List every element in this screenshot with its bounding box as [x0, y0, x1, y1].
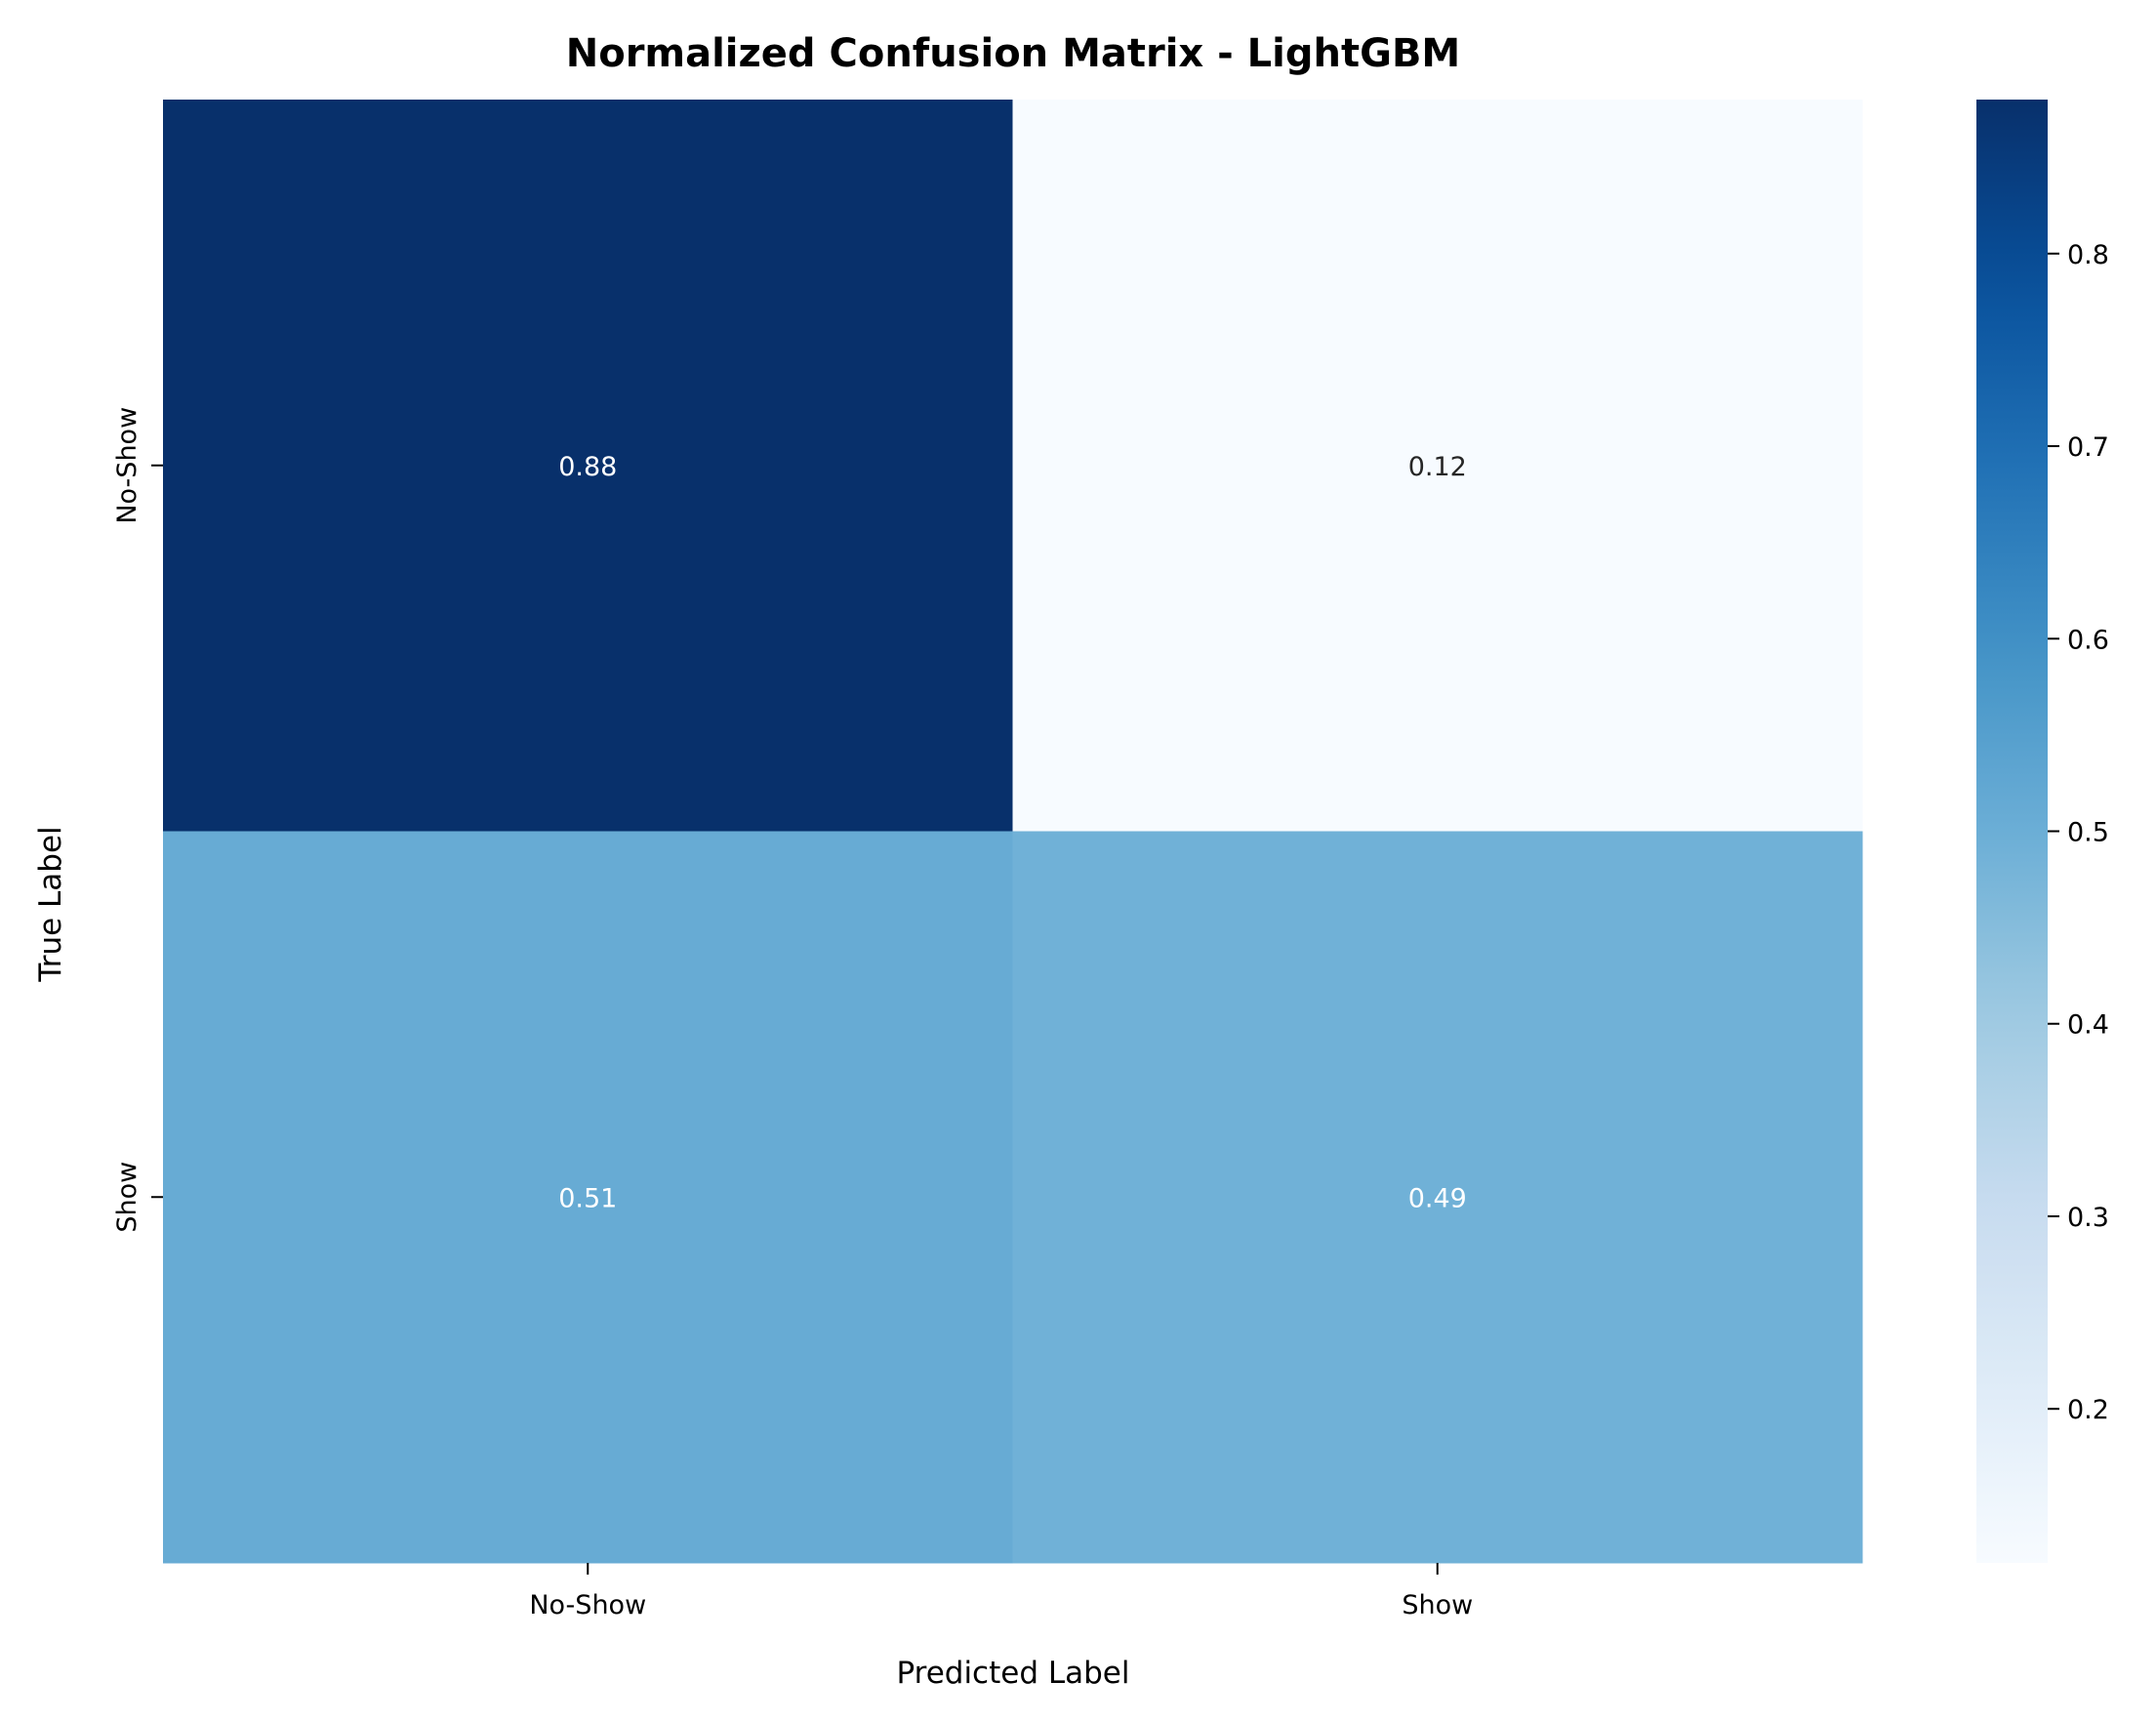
- y-axis-ticks: No-Show Show: [112, 407, 163, 1233]
- y-axis-label: True Label: [33, 826, 68, 982]
- cell-value-label: 0.49: [1408, 1183, 1467, 1213]
- x-axis-label: Predicted Label: [896, 1656, 1129, 1691]
- heatmap-cell: [163, 831, 1013, 1564]
- heatmap-cell: [1012, 831, 1863, 1564]
- colorbar-tick-label: 0.5: [2067, 818, 2109, 848]
- y-tick-label: Show: [112, 1162, 142, 1233]
- x-tick-label: No-Show: [529, 1590, 646, 1620]
- cell-value-label: 0.51: [558, 1183, 617, 1213]
- colorbar-tick-label: 0.6: [2067, 625, 2109, 655]
- heatmap-cell: [163, 100, 1013, 832]
- colorbar-tick-label: 0.3: [2067, 1203, 2109, 1233]
- colorbar-tick-label: 0.4: [2067, 1010, 2109, 1041]
- cell-value-label: 0.12: [1408, 452, 1467, 482]
- y-tick-label: No-Show: [112, 407, 142, 524]
- x-tick-label: Show: [1402, 1590, 1473, 1620]
- chart-title: Normalized Confusion Matrix - LightGBM: [566, 31, 1461, 76]
- colorbar-tick-label: 0.7: [2067, 432, 2109, 463]
- colorbar-tick-label: 0.2: [2067, 1395, 2109, 1425]
- heatmap-cell: [1012, 100, 1863, 832]
- cell-value-label: 0.88: [558, 452, 617, 482]
- colorbar-ticks: 0.2 0.3 0.4 0.5 0.6 0.7 0.8: [2048, 240, 2109, 1425]
- heatmap-cells: 0.88 0.12 0.51 0.49: [163, 100, 1863, 1564]
- colorbar-tick-label: 0.8: [2067, 240, 2109, 270]
- colorbar: [1976, 100, 2048, 1563]
- x-axis-ticks: No-Show Show: [529, 1563, 1473, 1620]
